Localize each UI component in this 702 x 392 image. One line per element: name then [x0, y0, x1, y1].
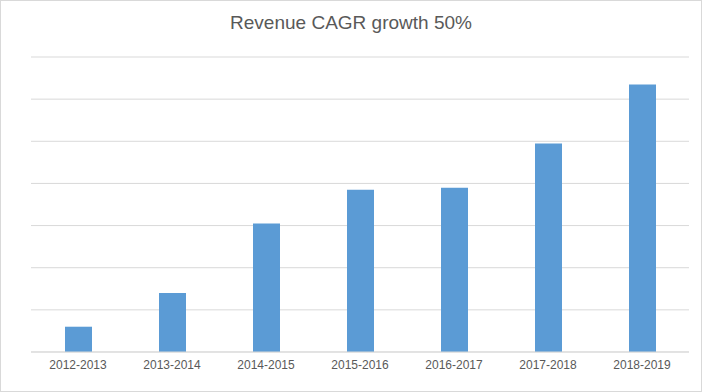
svg-text:2017-2018: 2017-2018	[519, 358, 577, 372]
svg-text:2013-2014: 2013-2014	[143, 358, 201, 372]
svg-text:2012-2013: 2012-2013	[49, 358, 107, 372]
svg-text:2018-2019: 2018-2019	[613, 358, 671, 372]
svg-text:2016-2017: 2016-2017	[425, 358, 483, 372]
svg-text:2015-2016: 2015-2016	[331, 358, 389, 372]
svg-text:2014-2015: 2014-2015	[237, 358, 295, 372]
html-text:Revenue CAGR growth 50%: Revenue CAGR growth 50%	[230, 12, 472, 33]
